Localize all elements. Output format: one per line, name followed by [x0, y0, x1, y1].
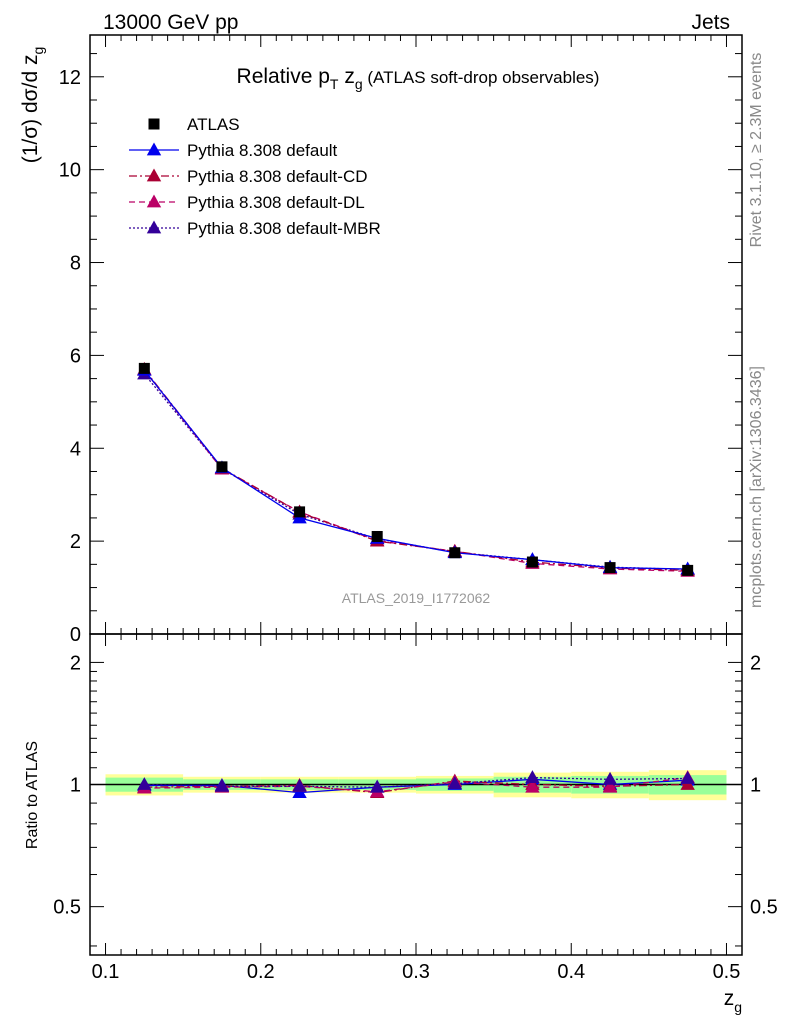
ratio-y-tick-label-right: 2 — [750, 652, 761, 674]
analysis-label: ATLAS_2019_I1772062 — [342, 590, 491, 606]
mcplots-label: mcplots.cern.ch [arXiv:1306.3436] — [748, 366, 765, 608]
ratio-point — [292, 778, 307, 792]
ratio-y-tick-label: 1 — [70, 775, 81, 797]
legend-label: Pythia 8.308 default — [187, 141, 338, 160]
data-point — [682, 564, 694, 576]
ratio-point — [602, 771, 618, 785]
x-axis-label: zg — [724, 987, 742, 1015]
ratio-y-tick-label: 2 — [70, 652, 81, 674]
legend-label: Pythia 8.308 default-CD — [187, 167, 368, 186]
header-right: Jets — [691, 11, 730, 34]
y-tick-label: 2 — [70, 531, 81, 553]
x-tick-label: 0.3 — [402, 961, 430, 983]
ratio-point — [369, 779, 385, 793]
legend-label: Pythia 8.308 default-DL — [187, 193, 365, 212]
y-axis-main-label: (1/σ) dσ/d zg — [19, 47, 46, 164]
rivet-label: Rivet 3.1.10, ≥ 2.3M events — [748, 53, 765, 248]
ratio-y-tick-label: 0.5 — [53, 897, 81, 919]
legend-label: ATLAS — [187, 115, 240, 134]
legend: ATLAS Pythia 8.308 default Pythia 8.308 de… — [129, 115, 381, 238]
chart-text: 13000 GeV pp Jets Relative pT zg (ATLAS … — [19, 11, 765, 1015]
ratio-point — [137, 777, 152, 790]
y-axis-ratio-label: Ratio to ATLAS — [24, 741, 41, 849]
legend-marker — [146, 194, 162, 208]
ratio-point — [214, 778, 230, 792]
legend-marker — [148, 118, 160, 130]
data-point — [449, 547, 461, 559]
y-tick-label: 10 — [59, 160, 81, 182]
y-tick-label: 6 — [70, 345, 81, 367]
ratio-y-tick-label-right: 0.5 — [750, 897, 778, 919]
data-point — [526, 556, 538, 568]
data-point — [138, 362, 150, 374]
y-tick-label: 8 — [70, 253, 81, 275]
ratio-point — [525, 770, 540, 784]
series-layer — [137, 361, 695, 799]
ratio-point — [525, 779, 540, 793]
x-tick-label: 0.5 — [713, 961, 741, 983]
legend-marker — [146, 142, 162, 156]
y-tick-label: 0 — [70, 624, 81, 646]
ratio-point — [680, 771, 695, 784]
ratio-line — [144, 776, 688, 788]
ratio-point — [447, 776, 463, 790]
y-tick-label: 4 — [70, 438, 81, 460]
ratio-line — [144, 776, 688, 793]
ratio-series-4 — [137, 770, 695, 793]
header-left: 13000 GeV pp — [103, 11, 238, 34]
x-tick-label: 0.4 — [557, 961, 585, 983]
data-point — [294, 506, 306, 518]
data-point — [216, 461, 228, 473]
data-point — [371, 530, 383, 542]
x-tick-label: 0.1 — [92, 961, 120, 983]
series-line — [143, 369, 688, 570]
legend-marker — [146, 220, 162, 234]
x-tick-label: 0.2 — [247, 961, 275, 983]
plot-title: Relative pT zg (ATLAS soft-drop observab… — [237, 65, 600, 92]
ratio-y-tick-label-right: 1 — [750, 775, 761, 797]
y-tick-label: 12 — [59, 67, 81, 89]
legend-marker — [146, 168, 162, 182]
legend-label: Pythia 8.308 default-MBR — [187, 219, 381, 238]
data-point — [604, 562, 616, 574]
ratio-point — [602, 779, 618, 793]
series-atlas — [138, 362, 694, 576]
